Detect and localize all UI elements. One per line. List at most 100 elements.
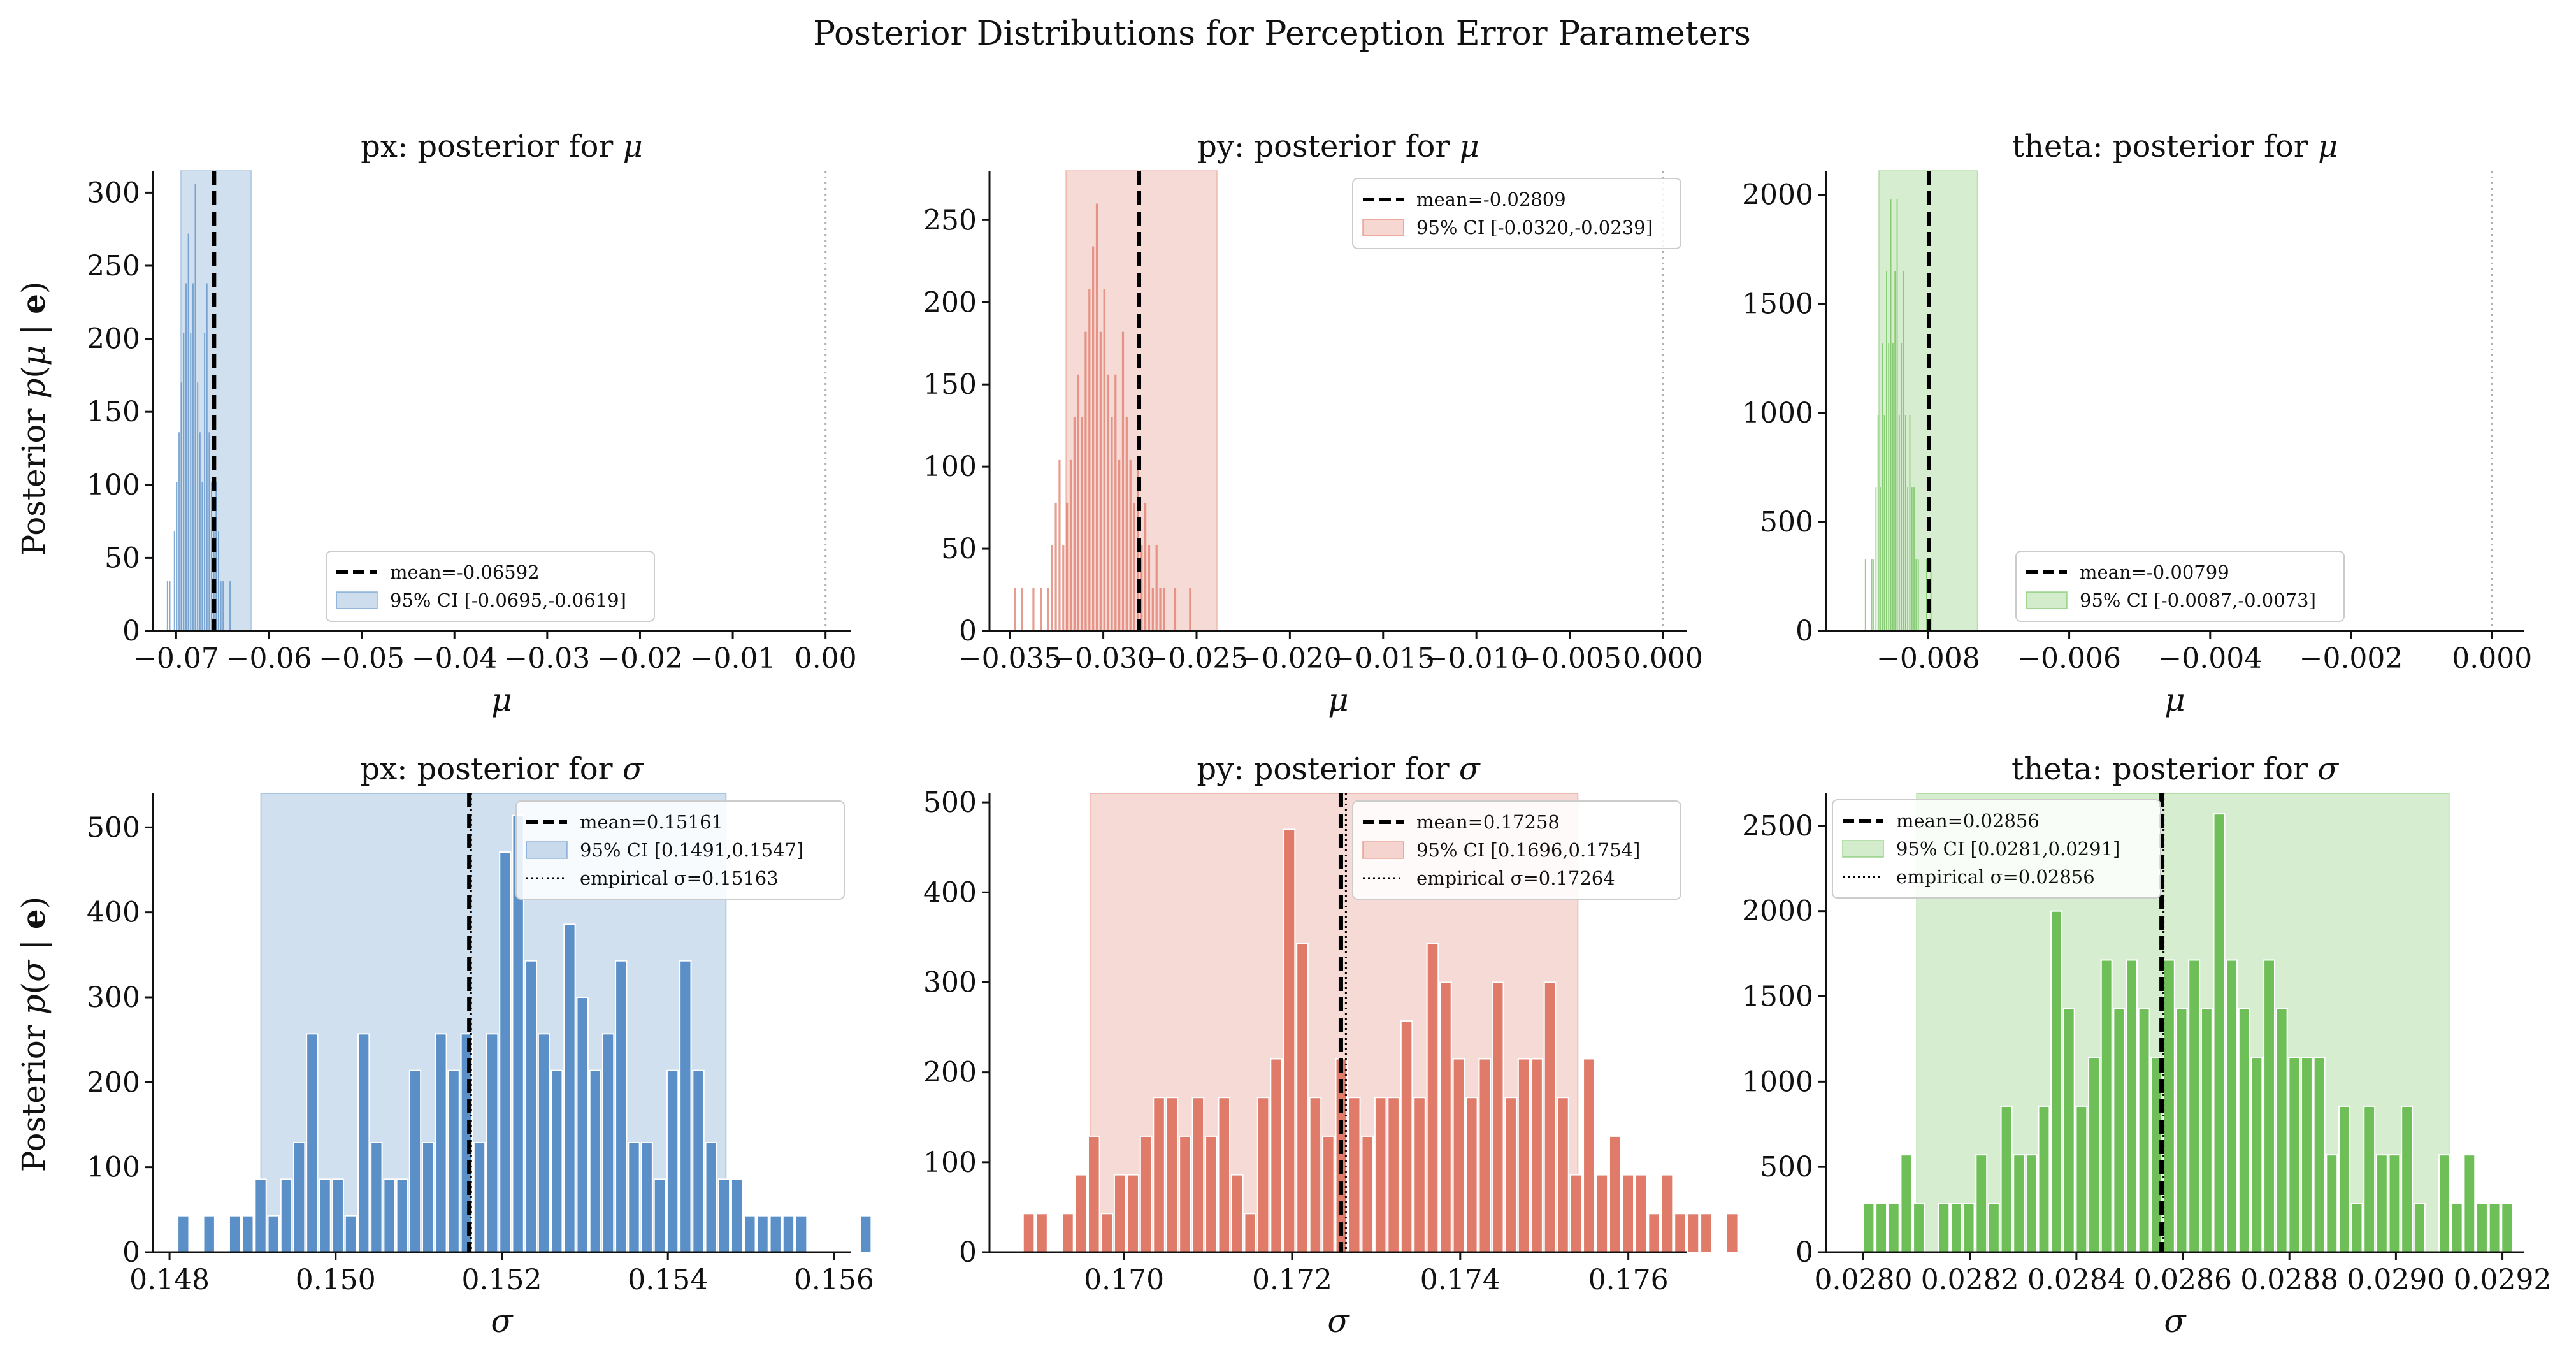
x-tick-label: −0.07 [133, 642, 219, 675]
histogram-bar [169, 581, 171, 631]
histogram-bar [396, 1178, 408, 1253]
histogram-bar [331, 1178, 344, 1253]
histogram-bar [473, 1142, 486, 1253]
histogram-bar [1726, 1213, 1739, 1253]
histogram-bar [2450, 1203, 2463, 1253]
y-tick-label: 200 [87, 1066, 140, 1099]
histogram-bar [1583, 1058, 1595, 1253]
histogram-bar [208, 432, 210, 631]
x-tick-label: −0.035 [958, 642, 1062, 675]
x-tick-label: −0.010 [1425, 642, 1529, 675]
y-tick-label: 1000 [1742, 1065, 1813, 1098]
histogram-bar [666, 1069, 679, 1253]
histogram-bar [1256, 1097, 1270, 1253]
y-tick-label: 1500 [1742, 288, 1813, 321]
histogram-bar [1163, 588, 1165, 631]
x-tick-label: −0.03 [504, 642, 590, 675]
legend: mean=-0.02809 95% CI [-0.0320,-0.0239] [1352, 178, 1681, 249]
x-tick-label: −0.05 [319, 642, 405, 675]
histogram-bar [1244, 1213, 1256, 1253]
histogram-bar [292, 1142, 306, 1253]
x-axis-label: σ [2164, 1303, 2187, 1340]
legend-label: mean=-0.00799 [2080, 561, 2229, 583]
legend: mean=-0.06592 95% CI [-0.0695,-0.0619] [326, 551, 655, 622]
histogram-bar [524, 960, 538, 1253]
histogram-bar [1077, 374, 1079, 631]
histogram-bar [357, 1033, 370, 1253]
histogram-bar [166, 581, 168, 631]
histogram-bar [222, 581, 224, 631]
histogram-bar [1873, 559, 1874, 631]
legend: mean=0.17258 95% CI [0.1696,0.1754] empiri… [1352, 800, 1681, 900]
histogram-bar [1413, 1097, 1426, 1253]
legend-label: 95% CI [-0.0320,-0.0239] [1416, 217, 1653, 238]
histogram-bar [408, 1069, 422, 1253]
histogram-bar [1875, 1203, 1888, 1253]
y-tick-label: 200 [923, 286, 977, 319]
row2-ylabel: Posterior p(σ | e) [15, 897, 52, 1173]
histogram-bar [2350, 1203, 2363, 1253]
y-tick-label: 400 [87, 897, 140, 929]
y-tick-label: 0 [959, 1236, 977, 1269]
histogram-bar [1862, 1203, 1875, 1253]
histogram-bar [1113, 1174, 1126, 1253]
histogram-bar [344, 1215, 357, 1253]
x-tick-label: −0.002 [2299, 642, 2403, 675]
histogram-bar [1139, 1135, 1153, 1253]
histogram-bar [1095, 203, 1098, 632]
x-axis-label: μ [491, 681, 512, 718]
histogram-bar [176, 482, 178, 631]
panel-theta-mu: 0 500 1000 1500 2000 −0.008 −0.006 −0.004 −0.002… [1742, 129, 2532, 718]
histogram-bar [2338, 1105, 2350, 1253]
panel-title: px: posterior for σ [360, 751, 644, 787]
histogram-bar [1648, 1213, 1660, 1253]
histogram-bar [1062, 545, 1065, 631]
histogram-bar [1296, 943, 1309, 1253]
histogram-bar [177, 1215, 190, 1253]
x-tick-label: 0.0286 [2134, 1264, 2232, 1296]
x-axis-label: σ [491, 1303, 514, 1340]
histogram-bar [1322, 1135, 1335, 1253]
histogram-bar [1898, 415, 1900, 631]
histogram-bar [1700, 1213, 1713, 1253]
histogram-bar [383, 1178, 396, 1253]
histogram-bar [1595, 1174, 1609, 1253]
histogram-bar [435, 1033, 447, 1253]
legend-label: mean=-0.06592 [390, 561, 540, 583]
histogram-bar [2438, 1154, 2450, 1253]
histogram-bar [1674, 1213, 1687, 1253]
histogram-bar [1361, 1135, 1374, 1253]
svg-text:Posterior p(σ | e): Posterior p(σ | e) [15, 897, 52, 1173]
legend: mean=-0.00799 95% CI [-0.0087,-0.0073] [2015, 551, 2345, 622]
legend-label: 95% CI [0.1696,0.1754] [1416, 839, 1640, 861]
histogram-bar [2100, 959, 2113, 1253]
histogram-bar [319, 1178, 331, 1253]
histogram-bar [1103, 289, 1105, 632]
histogram-bar [1452, 1058, 1465, 1253]
histogram-bar [199, 432, 201, 631]
histogram-bar [1051, 545, 1053, 631]
x-tick-label: −0.01 [690, 642, 776, 675]
x-tick-label: −0.06 [226, 642, 312, 675]
legend-box [1352, 178, 1681, 249]
y-tick-label: 300 [923, 966, 977, 999]
legend-label: 95% CI [-0.0695,-0.0619] [390, 589, 626, 611]
histogram-bar [1058, 459, 1061, 631]
y-tick-label: 500 [1760, 506, 1813, 538]
histogram-bar [1634, 1174, 1648, 1253]
legend-label: empirical σ=0.02856 [1896, 866, 2095, 888]
y-tick-label: 200 [923, 1057, 977, 1089]
x-tick-label: −0.030 [1051, 642, 1155, 675]
x-tick-label: −0.006 [2017, 642, 2121, 675]
histogram-bar [1133, 502, 1135, 631]
histogram-bar [1896, 199, 1898, 631]
histogram-bar [1114, 374, 1117, 631]
histogram-bar [640, 1142, 653, 1253]
y-tick-label: 0 [1795, 615, 1813, 647]
histogram-bar [1938, 1203, 1950, 1253]
histogram-bar [1400, 1020, 1413, 1253]
histogram-bar [1014, 588, 1016, 631]
y-tick-label: 200 [87, 323, 140, 356]
histogram-bar [228, 1215, 241, 1253]
histogram-bar [628, 1142, 640, 1253]
